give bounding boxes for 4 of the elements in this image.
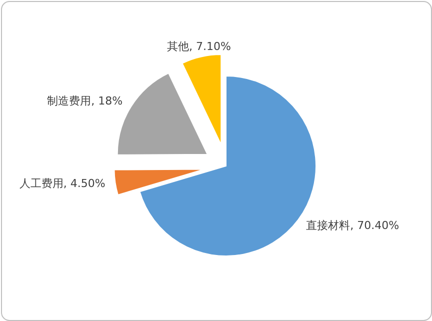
slice-label: 制造费用, 18%	[47, 94, 123, 108]
slice-label: 人工费用, 4.50%	[19, 176, 106, 190]
slice-label: 其他, 7.10%	[167, 40, 231, 54]
slice-label: 直接材料, 70.40%	[306, 218, 400, 232]
